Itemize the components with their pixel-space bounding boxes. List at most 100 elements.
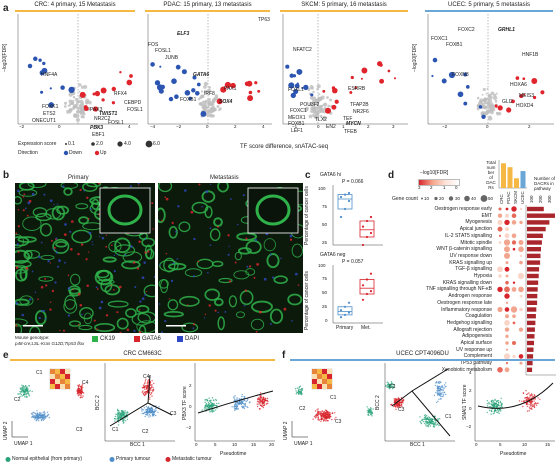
volcano-point-down (465, 85, 470, 89)
pseudo-cell (236, 405, 239, 408)
bcc-cell (420, 421, 422, 424)
bcc-cell (144, 394, 146, 396)
umap-cell (82, 395, 84, 397)
pseudo-cell (528, 403, 530, 406)
gene-count-val: 10 (424, 196, 430, 201)
f-pt-xtick: 0 (475, 442, 478, 447)
gene-label: EBF1 (92, 132, 105, 138)
bcc-cell (146, 414, 148, 416)
volcano-point-down (463, 72, 468, 77)
umap-cell (294, 388, 297, 390)
e-bcc-cluster: C1 (112, 427, 119, 433)
umap-cell (81, 390, 84, 392)
heatmap-cell (55, 369, 60, 374)
pathway-dot (504, 327, 510, 332)
gene-count-dot (480, 195, 488, 202)
e-pseudo-y: PBX3 TF score (182, 386, 188, 420)
pseudo-cell (528, 410, 530, 412)
d-top-ylabel: Total number of DACRs (486, 160, 496, 190)
pseudo-cell (498, 405, 501, 407)
nucleus (67, 274, 70, 277)
nucleus (217, 311, 219, 314)
nucleus (79, 188, 82, 192)
volcano-point-up (495, 105, 498, 108)
direction-legend-label: Direction (18, 150, 38, 156)
volcano-point (490, 91, 495, 96)
umap-cell (320, 413, 322, 416)
pseudo-cell (526, 410, 529, 412)
nucleus (139, 300, 142, 303)
nucleus (23, 193, 26, 196)
umap-cell (317, 418, 319, 420)
pathway-dot (518, 286, 524, 293)
pathway-count-bar (527, 213, 555, 218)
nucleus (133, 329, 136, 332)
gland-structure (266, 253, 280, 269)
volcano-point-down (457, 91, 464, 98)
skcm-tick: 2 (367, 124, 370, 129)
pseudo-cell (204, 406, 206, 409)
umap-cell (81, 386, 83, 388)
bcc-cell (153, 411, 155, 413)
pseudo-cell (238, 403, 241, 405)
nucleus (192, 327, 195, 330)
umap-cell (29, 390, 31, 392)
nucleus (193, 237, 196, 241)
volcano-point-up (532, 95, 537, 100)
d-gene-count-dots (421, 195, 488, 202)
volcano-ucec-bar (425, 10, 553, 12)
nucleus (40, 309, 43, 312)
bcc-cell (432, 418, 434, 420)
bcc-cell (126, 418, 129, 421)
volcano-point (79, 103, 84, 108)
pathway-label: Androgen response (448, 293, 492, 300)
volcano-point (311, 96, 317, 101)
bcc-cell (390, 381, 393, 383)
volcano-ylabel: −log10[FDR] (2, 43, 8, 72)
pathway-count-bar (527, 253, 541, 259)
volcano-point (308, 114, 313, 119)
panel-a-label: a (3, 3, 9, 14)
volcano-point-up (119, 71, 122, 74)
nucleus (105, 314, 109, 317)
nucleus (40, 241, 43, 244)
volcano-point (72, 95, 76, 99)
volcano-point-down (60, 85, 65, 90)
f-umap-cluster: C2 (299, 406, 306, 412)
volcano-point-up (79, 91, 86, 98)
volcano-point (319, 114, 323, 118)
volcano-point-down (184, 90, 191, 96)
heatmap-cell (317, 369, 322, 374)
bcc-cell (436, 393, 439, 395)
volcano-point-down (294, 83, 300, 89)
nucleus (228, 280, 232, 283)
umap-cell (371, 415, 373, 417)
direction-legend-dots (63, 150, 100, 156)
volcano-point-up (100, 87, 107, 94)
pathway-dot (505, 227, 509, 231)
gene-label: ESRRB (348, 86, 366, 92)
bcc-cell (143, 407, 146, 409)
umap-cell (24, 389, 27, 391)
pathway-count-bar (527, 247, 541, 252)
gland-structure (236, 311, 245, 319)
gland-structure (141, 237, 155, 248)
volcano-point (202, 100, 205, 103)
nucleus (138, 309, 141, 311)
volcano-point (215, 96, 219, 100)
bcc-cell (118, 417, 120, 419)
volcano-point (69, 102, 72, 106)
pseudo-cell (207, 401, 210, 404)
umap-cell (370, 412, 372, 414)
bcc-cell (116, 408, 119, 411)
nucleus (203, 317, 206, 319)
box-point (365, 278, 369, 281)
nucleus (16, 243, 19, 246)
volcano-point-up (331, 104, 337, 110)
pseudo-cell (493, 405, 495, 408)
pseudo-cell (243, 407, 246, 410)
pathway-dot (518, 354, 524, 359)
d-pathway-list: Oestrogen response early EMT Myogenesis … (390, 206, 492, 374)
gland-structure (211, 260, 224, 268)
nucleus (201, 205, 203, 208)
